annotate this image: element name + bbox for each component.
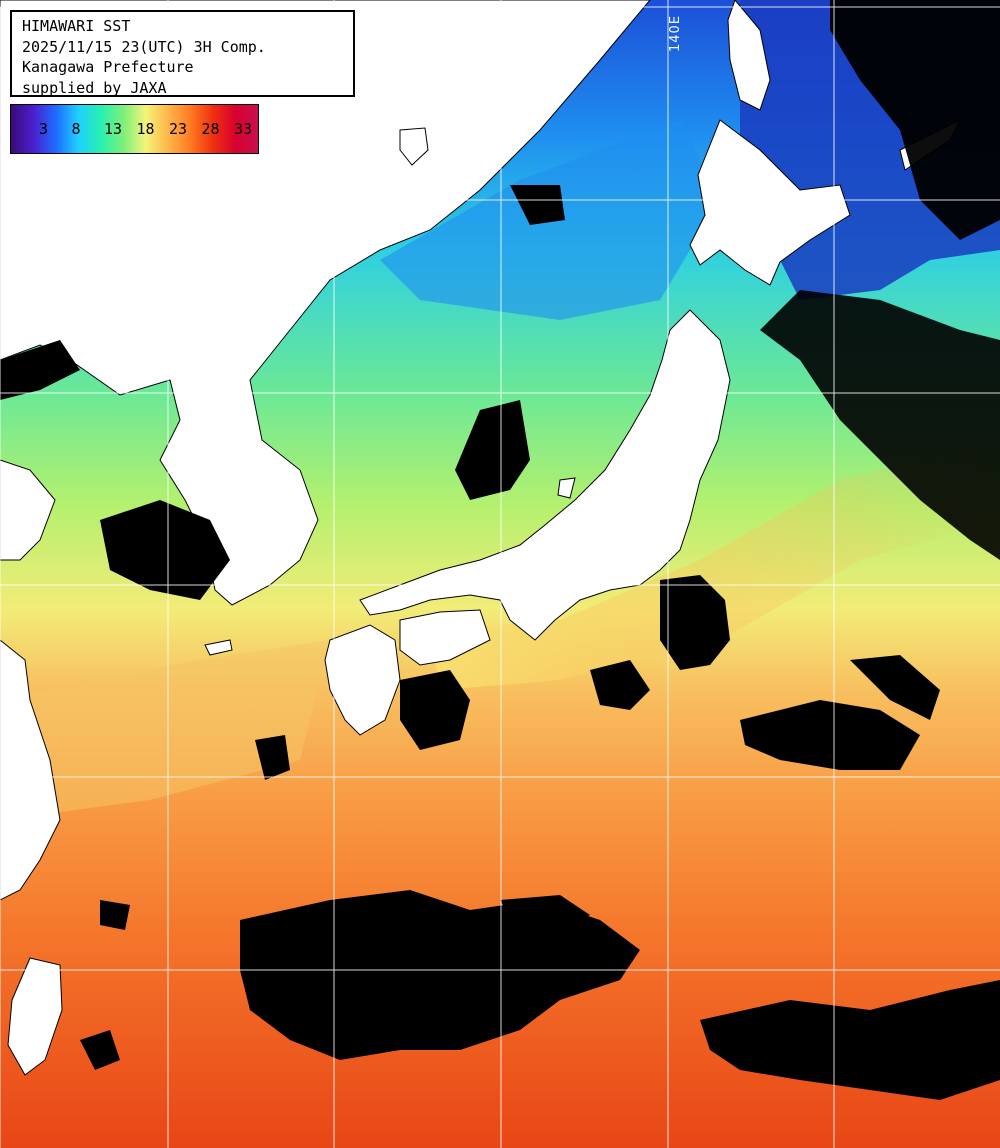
cloud-kanto-south <box>660 575 730 670</box>
timestamp: 2025/11/15 23(UTC) 3H Comp. <box>22 37 266 56</box>
cloud-kyushu-south <box>400 670 470 750</box>
land-china-south <box>0 639 61 901</box>
legend-tick-label: 3 <box>39 120 49 138</box>
land-china-coast <box>0 459 56 561</box>
land-honshu <box>359 309 731 641</box>
cloud-japan-sea <box>455 400 530 500</box>
cloud-pacific-south-1 <box>240 890 640 1060</box>
land-okhotsk-island <box>399 127 429 166</box>
cloud-korea-west <box>100 500 230 600</box>
cloud-okinawa <box>100 900 130 930</box>
land-sado-island <box>557 477 576 499</box>
cloud-kanto-east-1 <box>740 700 920 770</box>
land-hokkaido <box>689 119 851 286</box>
temperature-legend: 3 8 13 18 23 28 33 <box>10 104 259 154</box>
cloud-east-china-sea <box>255 735 290 780</box>
land-tsushima-island <box>204 639 233 656</box>
cloud-pacific-south-3 <box>500 895 590 930</box>
region-label: Kanagawa Prefecture <box>22 58 194 76</box>
product-title: HIMAWARI SST <box>22 17 131 35</box>
legend-tick-label: 28 <box>201 120 220 138</box>
legend-color-bar <box>11 105 258 153</box>
warm-water-east-china-sea <box>0 640 330 820</box>
legend-tick-label: 8 <box>71 120 81 138</box>
cloud-kanto-east-2 <box>850 655 940 720</box>
cloud-izu <box>590 660 650 710</box>
kuroshio-current <box>430 440 1000 690</box>
cloud-pacific-south-2 <box>700 980 1000 1100</box>
cloud-bohai <box>0 340 80 400</box>
cloud-taiwan-east <box>80 1030 120 1070</box>
cloud-cover <box>0 0 1000 1100</box>
land-kyushu <box>324 624 401 736</box>
longitude-label-140e: 140E <box>668 14 683 52</box>
land-taiwan <box>7 957 63 1076</box>
legend-tick-label: 13 <box>104 120 123 138</box>
cloud-okhotsk <box>830 0 1000 240</box>
cloud-japan-sea-north <box>510 185 565 225</box>
land-shikoku <box>399 609 491 666</box>
legend-ticks: 3 8 13 18 23 28 33 <box>11 105 258 153</box>
legend-tick-label: 23 <box>169 120 188 138</box>
land-sakhalin <box>727 0 771 111</box>
legend-tick-label: 18 <box>136 120 155 138</box>
source-credit: supplied by JAXA <box>22 78 167 97</box>
cloud-hokkaido-east <box>760 290 1000 560</box>
legend-tick-label: 33 <box>234 120 253 138</box>
title-box: HIMAWARI SST 2025/11/15 23(UTC) 3H Comp.… <box>10 10 355 97</box>
